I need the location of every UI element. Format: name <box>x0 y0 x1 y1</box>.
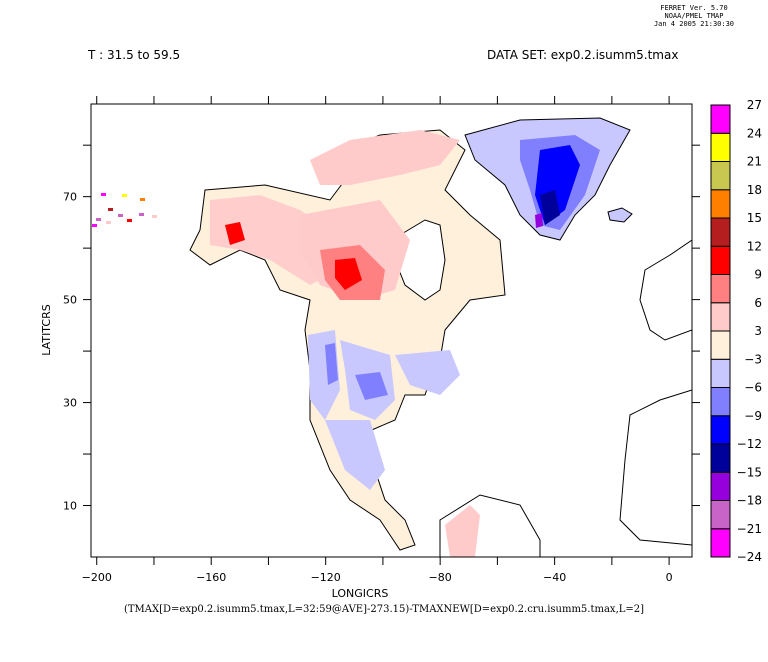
colorbar-label: −12 <box>737 437 762 451</box>
colorbar-label: −6 <box>744 381 762 395</box>
core-prairies <box>335 258 362 290</box>
data-cell <box>101 193 106 196</box>
data-cell <box>140 198 145 201</box>
colorbar-swatch <box>710 528 731 558</box>
cold-nevada <box>325 343 338 385</box>
colorbar-label: −18 <box>737 494 762 508</box>
colorbar-swatch <box>710 217 731 247</box>
y-tick-label: 70 <box>63 191 77 204</box>
greenland-min <box>535 213 543 228</box>
colorbar-label: 18 <box>747 183 762 197</box>
stamp-version: FERRET Ver. 5.70 <box>660 4 728 12</box>
colorbar-swatch <box>710 245 731 275</box>
colorbar-label: −9 <box>744 409 762 423</box>
colorbar-label: −24 <box>737 550 762 564</box>
hot-alaska <box>225 222 245 245</box>
colorbar-swatch <box>710 161 731 191</box>
data-cell <box>122 194 127 197</box>
x-tick-label: 0 <box>666 571 673 584</box>
data-cell <box>118 214 123 217</box>
colorbar-swatch <box>710 358 731 388</box>
data-cell <box>96 218 101 221</box>
x-tick-label: −80 <box>429 571 452 584</box>
colorbar-label: 12 <box>747 239 762 253</box>
warm-s-america <box>445 505 480 557</box>
colorbar-swatch <box>710 443 731 473</box>
footer-expression: (TMAX[D=exp0.2.isumm5.tmax,L=32:59@AVE]-… <box>123 604 645 615</box>
colorbar-swatch <box>710 330 731 360</box>
ferret-stamp: FERRET Ver. 5.70 NOAA/PMEL TMAP Jan 4 20… <box>628 4 760 28</box>
data-cell <box>106 221 111 224</box>
colorbar-swatch <box>710 471 731 501</box>
colorbar-label: −15 <box>737 465 762 479</box>
colorbar-label: −3 <box>744 352 762 366</box>
arctic-islands <box>310 130 460 185</box>
greenland-deep <box>540 190 560 225</box>
data-cell <box>108 208 113 211</box>
colorbar-label: 3 <box>754 324 762 338</box>
colorbar-swatch <box>710 415 731 445</box>
colorbar-swatch <box>710 302 731 332</box>
x-tick-label: −160 <box>196 571 226 584</box>
africa-outline <box>619 389 692 546</box>
x-axis-title: LONGICRS <box>332 587 389 600</box>
axes-layer: −200 −160 −120 −80 −40 0 10 30 50 70 <box>63 96 700 584</box>
colorbar-label: 9 <box>754 268 762 282</box>
cool-mexico <box>325 420 385 490</box>
stamp-org: NOAA/PMEL TMAP <box>664 12 724 20</box>
x-tick-label: −40 <box>543 571 566 584</box>
map-layer <box>92 117 692 557</box>
colorbar-label: 24 <box>747 126 762 140</box>
y-tick-label: 50 <box>63 294 77 307</box>
y-tick-label: 10 <box>63 500 77 513</box>
time-range-label: T : 31.5 to 59.5 <box>88 48 181 62</box>
colorbar: −24 −21 −18 −15 −12 −9 −6 −3 3 6 9 12 15 18 21 24 27 <box>710 98 762 564</box>
colorbar-swatch <box>710 189 731 219</box>
colorbar-swatch <box>710 104 731 134</box>
dataset-label: DATA SET: exp0.2.isumm5.tmax <box>487 48 679 62</box>
land-north-america <box>189 129 506 551</box>
colorbar-swatch <box>710 132 731 162</box>
europe-outline <box>639 239 692 341</box>
data-cell <box>139 213 144 216</box>
x-tick-label: −120 <box>311 571 341 584</box>
colorbar-label: 27 <box>747 98 762 112</box>
plot-frame <box>90 103 693 558</box>
colorbar-label: 21 <box>747 155 762 169</box>
colorbar-label: 15 <box>747 211 762 225</box>
colorbar-label: −21 <box>737 522 762 536</box>
cold-four-corners <box>355 372 388 400</box>
colorbar-label: 6 <box>754 296 762 310</box>
data-cell <box>92 224 97 227</box>
field-layer <box>92 117 692 557</box>
stamp-date: Jan 4 2005 21:30:30 <box>653 20 735 28</box>
cool-southeast <box>395 350 460 395</box>
colorbar-swatch <box>710 274 731 304</box>
data-cell <box>152 215 157 218</box>
colorbar-swatch <box>710 500 731 530</box>
colorbar-swatch <box>710 387 731 417</box>
y-tick-label: 30 <box>63 397 77 410</box>
x-tick-label: −200 <box>82 571 112 584</box>
data-cell <box>127 219 132 222</box>
iceland <box>607 207 633 223</box>
y-axis-title: LATITCRS <box>40 304 53 355</box>
